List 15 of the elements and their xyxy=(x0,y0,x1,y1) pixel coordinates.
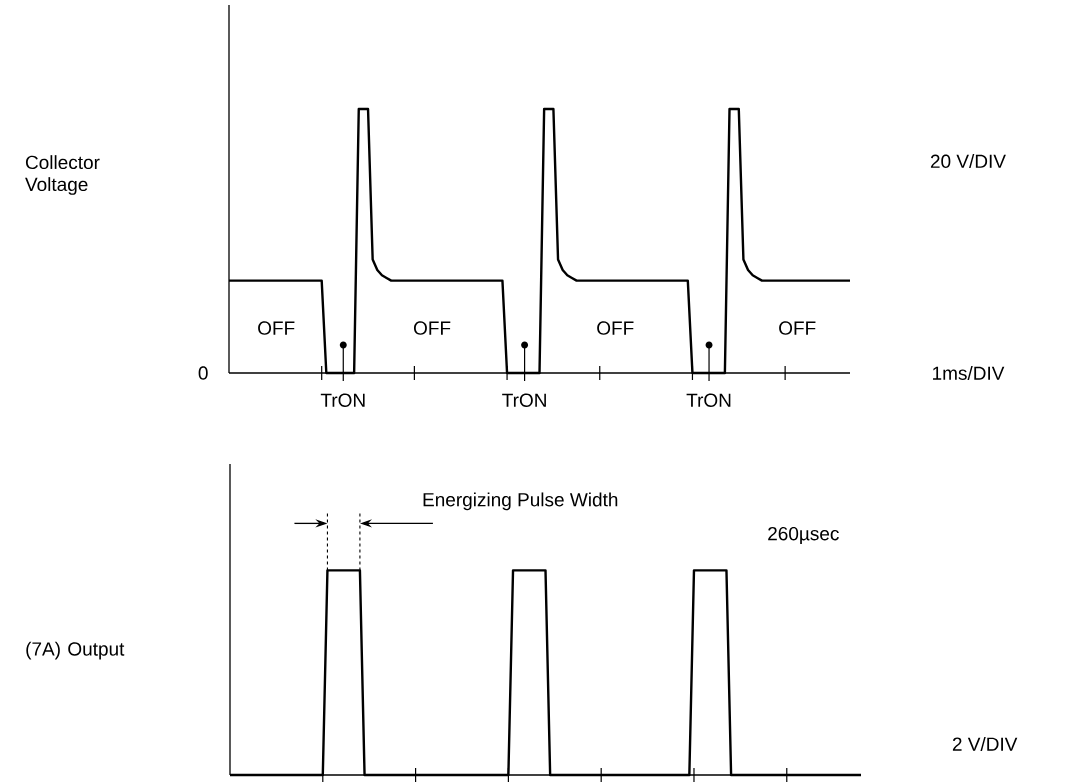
annotation: OFF xyxy=(779,321,816,335)
text: 20 V/DIV xyxy=(930,154,1006,168)
text: TrON xyxy=(686,393,731,407)
text: 1ms/DIV xyxy=(933,366,1005,380)
text: 0 xyxy=(198,366,208,380)
text: TrON xyxy=(320,393,365,407)
y-axis-title: Collector Voltage xyxy=(25,155,100,195)
annotation: OFF xyxy=(258,321,295,335)
y-axis-title: (7A) Output xyxy=(26,641,125,660)
text: 260µsec xyxy=(768,526,839,545)
text: Energizing Pulse Width xyxy=(423,492,618,511)
text: 2 V/DIV xyxy=(952,736,1018,751)
text: TrON xyxy=(502,393,546,407)
annotation: OFF xyxy=(597,321,634,335)
annotation: OFF xyxy=(413,321,451,335)
